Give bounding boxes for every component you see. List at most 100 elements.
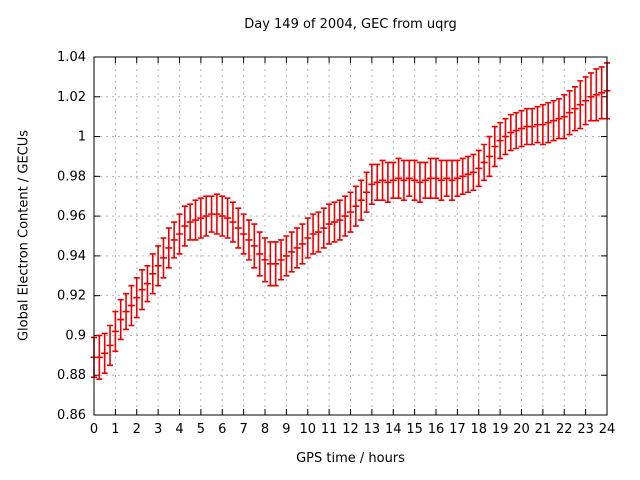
y-tick-label: 0.94: [57, 249, 86, 264]
grid-layer: [94, 57, 607, 415]
error-bar-point: [111, 310, 119, 353]
x-tick-label: 18: [470, 422, 487, 437]
error-bar-point: [250, 223, 258, 269]
error-bar-point: [443, 159, 451, 198]
x-tick-label: 21: [535, 422, 552, 437]
error-bar-point: [277, 239, 285, 281]
x-tick-label: 24: [599, 422, 616, 437]
error-bar-point: [523, 107, 531, 146]
x-tick-label: 7: [239, 422, 247, 437]
error-bar-point: [453, 159, 461, 198]
error-bar-point: [496, 121, 504, 160]
y-tick-label: 1.02: [57, 90, 86, 105]
error-bar-point: [437, 159, 445, 201]
error-bar-point: [550, 99, 558, 142]
error-bar-point: [261, 237, 269, 283]
error-bar-point: [159, 237, 167, 279]
error-bar-point: [512, 111, 520, 150]
error-bar-point: [411, 159, 419, 201]
error-bar-point: [143, 265, 151, 303]
error-bar-point: [202, 195, 210, 237]
error-bar-point: [501, 117, 509, 156]
error-bar-point: [117, 298, 125, 341]
error-bar-point: [149, 253, 157, 295]
error-bar-point: [427, 157, 435, 200]
error-bar-point: [507, 113, 515, 152]
error-bar-point: [208, 195, 216, 233]
error-bar-point: [528, 107, 536, 146]
error-bar-point: [373, 163, 381, 201]
error-bar-point: [170, 221, 178, 259]
x-tick-label: 6: [218, 422, 226, 437]
error-bar-point: [352, 185, 360, 227]
y-tick-label: 1.04: [57, 50, 86, 65]
error-bar-point: [469, 153, 477, 192]
error-bar-point: [395, 157, 403, 200]
error-bar-point: [432, 157, 440, 200]
error-bar-point: [266, 241, 274, 287]
error-bar-point: [544, 101, 552, 144]
error-bar-point: [95, 334, 103, 380]
x-tick-label: 22: [556, 422, 573, 437]
x-tick-label: 23: [577, 422, 594, 437]
x-tick-label: 4: [175, 422, 183, 437]
error-bar-point: [587, 72, 595, 122]
error-bar-point: [101, 332, 109, 375]
x-tick-label: 2: [133, 422, 141, 437]
x-tick-label: 17: [449, 422, 466, 437]
error-bar-point: [405, 159, 413, 198]
x-tick-label: 5: [197, 422, 205, 437]
error-bar-point: [314, 211, 322, 253]
error-bar-point: [566, 90, 574, 136]
error-bar-point: [213, 193, 221, 235]
error-bar-point: [384, 161, 392, 203]
error-bar-point: [485, 135, 493, 178]
y-tick-label: 1: [78, 130, 86, 145]
x-tick-label: 10: [299, 422, 316, 437]
error-bar-point: [325, 203, 333, 245]
error-bar-point: [480, 143, 488, 182]
error-bar-point: [165, 227, 173, 269]
error-bar-point: [389, 161, 397, 200]
error-bar-point: [555, 97, 563, 140]
error-bar-point: [341, 195, 349, 237]
error-bar-point: [582, 76, 590, 126]
error-bar-point: [181, 205, 189, 247]
error-bar-point: [347, 191, 354, 233]
x-tick-label: 16: [428, 422, 445, 437]
error-bar-point: [379, 159, 387, 201]
error-bar-point: [534, 105, 542, 144]
y-tick-label: 0.88: [57, 368, 86, 383]
error-bar-point: [224, 197, 232, 239]
x-tick-label: 9: [282, 422, 290, 437]
error-bar-point: [138, 269, 146, 311]
y-tick-label: 0.86: [57, 408, 86, 423]
error-bar-point: [416, 161, 424, 203]
error-bar-point: [186, 203, 194, 241]
error-bar-point: [122, 292, 130, 331]
error-bar-point: [598, 66, 606, 120]
error-bar-series: [90, 62, 611, 380]
error-bar-point: [240, 213, 248, 255]
error-bar-point: [330, 201, 338, 243]
error-bar-point: [464, 155, 472, 194]
error-bar-point: [539, 103, 547, 146]
x-tick-label: 12: [342, 422, 359, 437]
y-tick-label: 0.92: [57, 289, 86, 304]
plot-border: [93, 56, 608, 416]
tick-layer: [93, 56, 608, 416]
tick-label-layer: 0 1 2 3 4 5 6 7 8 9 10 11 12 13 14 15 16 17 18 19 20 21 22 23 24…: [57, 50, 615, 437]
error-bar-point: [518, 109, 525, 148]
y-tick-label: 0.9: [65, 328, 86, 343]
x-tick-label: 11: [321, 422, 338, 437]
error-bar-point: [576, 80, 584, 130]
error-bar-point: [298, 223, 306, 265]
x-tick-label: 19: [492, 422, 509, 437]
error-bar-point: [491, 125, 499, 168]
x-tick-label: 8: [261, 422, 269, 437]
error-bar-point: [197, 197, 205, 239]
x-tick-label: 1: [111, 422, 119, 437]
error-bar-point: [245, 219, 253, 261]
